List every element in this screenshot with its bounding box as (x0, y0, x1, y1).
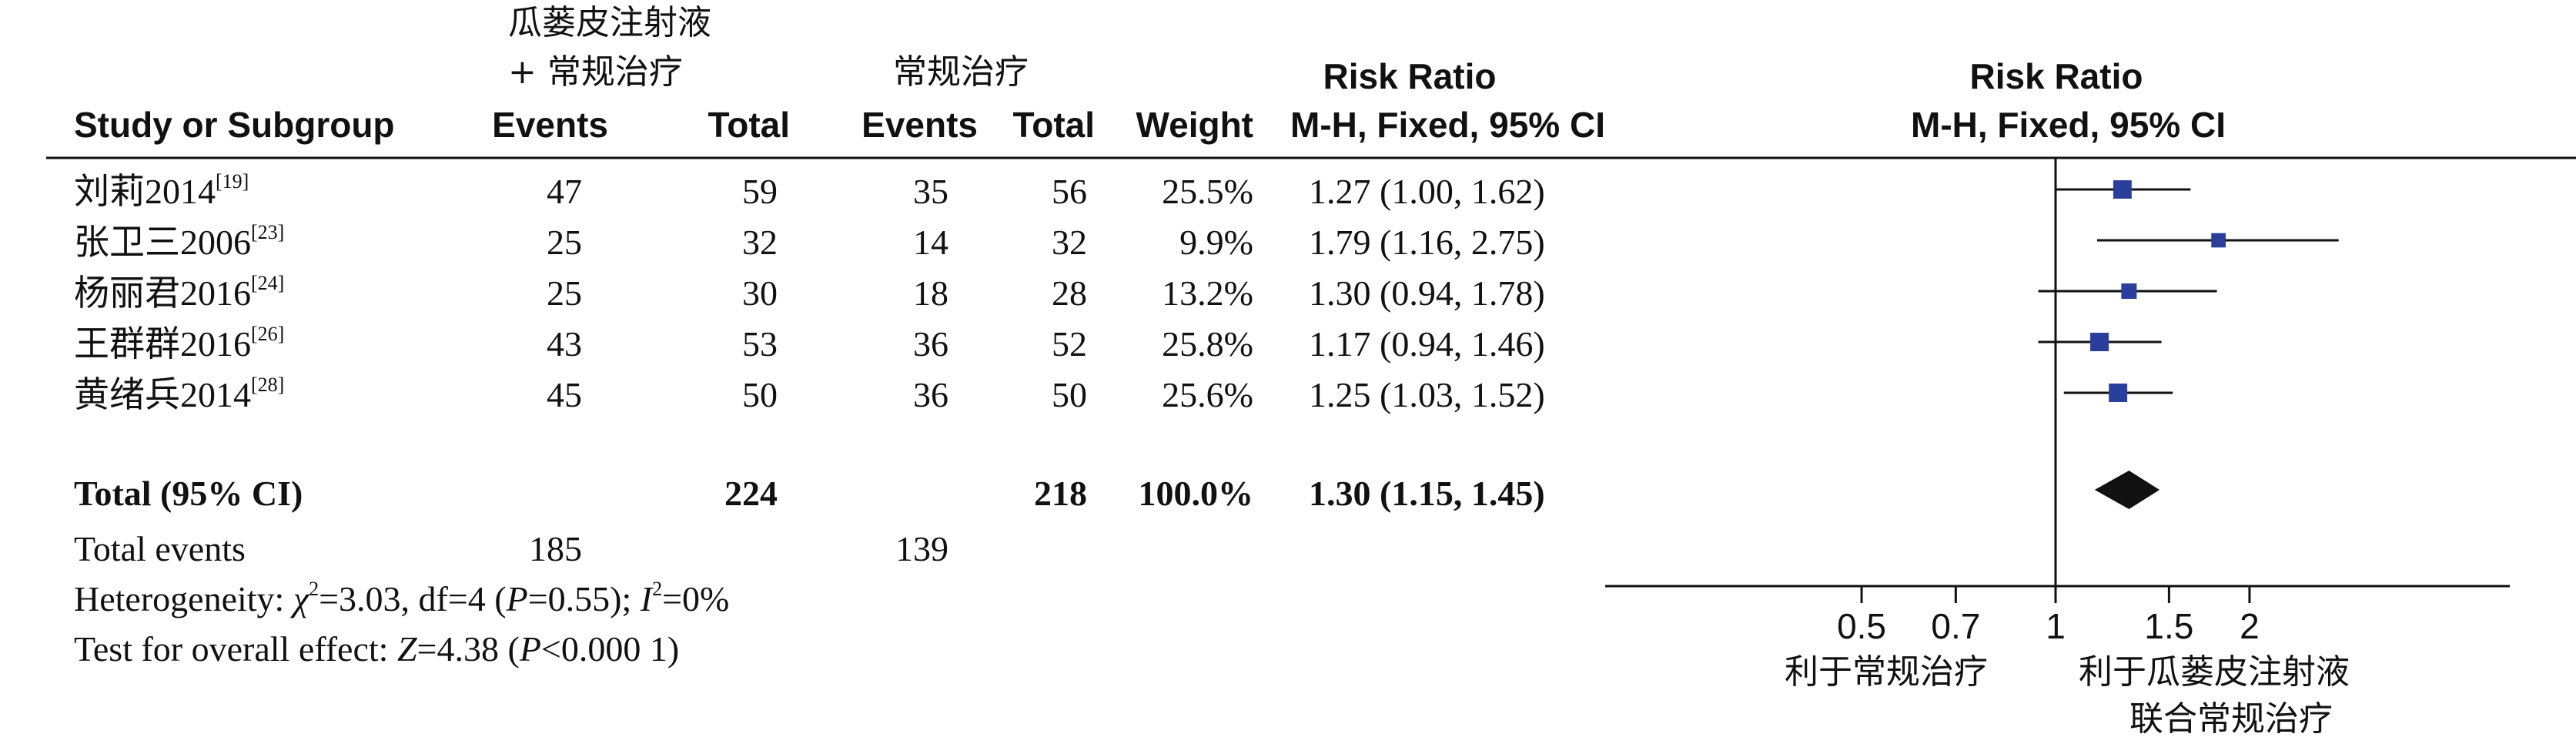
study-events2: 14 (913, 223, 948, 262)
study-effect-square (2109, 384, 2128, 402)
study-effect-square (2113, 180, 2132, 199)
study-events2: 35 (913, 172, 948, 211)
plot-column-title: Risk Ratio (1969, 56, 2143, 96)
study-effect-square (2211, 233, 2226, 248)
study-name-text: 张卫三2006 (74, 223, 251, 262)
study-total2: 32 (1052, 223, 1087, 262)
col-total2-header: Total (1012, 105, 1095, 145)
study-ci: 1.17 (0.94, 1.46) (1309, 324, 1545, 364)
favours-right-label-line2: 联合常规治疗 (2129, 699, 2333, 739)
group1-title-line1: 瓜蒌皮注射液 (508, 3, 711, 42)
study-ref: [24] (251, 272, 285, 294)
study-ref: [28] (251, 374, 285, 396)
study-events1: 25 (547, 223, 582, 262)
study-events2: 18 (913, 273, 948, 313)
study-effect-square (2090, 333, 2109, 351)
study-name: 张卫三2006[23] (74, 223, 284, 262)
study-name-text: 王群群2016 (74, 324, 251, 364)
study-name: 黄绪兵2014[28] (74, 374, 285, 414)
study-events1: 45 (547, 375, 582, 414)
study-name: 王群群2016[26] (74, 324, 284, 364)
group2-title: 常规治疗 (893, 52, 1029, 92)
x-tick-label: 1.5 (2144, 606, 2194, 646)
favours-right-label-line1: 利于瓜蒌皮注射液 (2079, 652, 2350, 692)
study-events1: 43 (547, 324, 582, 364)
plot-method-header: M-H, Fixed, 95% CI (1911, 105, 2226, 145)
col-events2-header: Events (861, 105, 978, 145)
study-events2: 36 (913, 324, 948, 364)
group1-title-line2: + 常规治疗 (508, 52, 683, 92)
study-events1: 25 (547, 273, 582, 313)
total-total1: 224 (724, 474, 778, 513)
total-weight: 100.0% (1138, 474, 1254, 513)
x-tick-label: 0.5 (1837, 606, 1887, 646)
study-ci: 1.25 (1.03, 1.52) (1309, 375, 1545, 414)
study-weight: 25.5% (1162, 172, 1253, 211)
study-weight: 9.9% (1179, 223, 1253, 262)
col-events1-header: Events (492, 105, 608, 145)
rr-column-title: Risk Ratio (1323, 56, 1497, 96)
study-total1: 50 (742, 375, 778, 414)
study-ref: [23] (251, 221, 285, 243)
total-events-1: 185 (529, 529, 582, 568)
overall-effect-text: Test for overall effect: Z=4.38 (P<0.000… (74, 629, 680, 669)
study-weight: 13.2% (1162, 273, 1253, 313)
col-study-header: Study or Subgroup (74, 105, 395, 145)
favours-left-label: 利于常规治疗 (1785, 652, 1988, 692)
total-label: Total (95% CI) (74, 474, 303, 513)
total-total2: 218 (1034, 474, 1087, 513)
study-name: 刘莉2014[19] (74, 172, 249, 211)
heterogeneity-text: Heterogeneity: χ2=3.03, df=4 (P=0.55); I… (74, 578, 730, 618)
pooled-effect-diamond (2094, 471, 2160, 509)
study-total2: 28 (1052, 273, 1087, 313)
x-tick-label: 2 (2240, 606, 2260, 646)
study-effect-square (2121, 283, 2137, 300)
study-ci: 1.27 (1.00, 1.62) (1309, 172, 1545, 211)
study-name: 杨丽君2016[24] (74, 273, 284, 313)
study-total1: 30 (742, 273, 778, 313)
study-name-text: 刘莉2014 (74, 172, 216, 211)
study-total1: 32 (742, 223, 778, 262)
study-weight: 25.8% (1162, 324, 1253, 364)
study-weight: 25.6% (1162, 375, 1253, 414)
study-total1: 53 (742, 324, 778, 364)
total-events-label: Total events (74, 529, 246, 568)
study-name-text: 黄绪兵2014 (74, 375, 251, 414)
study-total2: 52 (1052, 324, 1087, 364)
study-total1: 59 (742, 172, 778, 211)
study-total2: 50 (1052, 375, 1087, 414)
study-events2: 36 (913, 375, 948, 414)
col-total1-header: Total (708, 105, 790, 145)
study-ref: [19] (216, 170, 249, 193)
study-ci: 1.30 (0.94, 1.78) (1309, 273, 1545, 313)
study-name-text: 杨丽君2016 (74, 273, 251, 313)
study-ref: [26] (251, 323, 285, 345)
total-events-2: 139 (895, 529, 948, 568)
x-tick-label: 1 (2046, 606, 2066, 646)
rr-method-header: M-H, Fixed, 95% CI (1290, 105, 1605, 145)
study-ci: 1.79 (1.16, 2.75) (1309, 223, 1545, 262)
col-weight-header: Weight (1136, 105, 1253, 145)
study-total2: 56 (1052, 172, 1087, 211)
study-events1: 47 (547, 172, 582, 211)
x-tick-label: 0.7 (1931, 606, 1981, 646)
total-ci: 1.30 (1.15, 1.45) (1309, 474, 1545, 513)
